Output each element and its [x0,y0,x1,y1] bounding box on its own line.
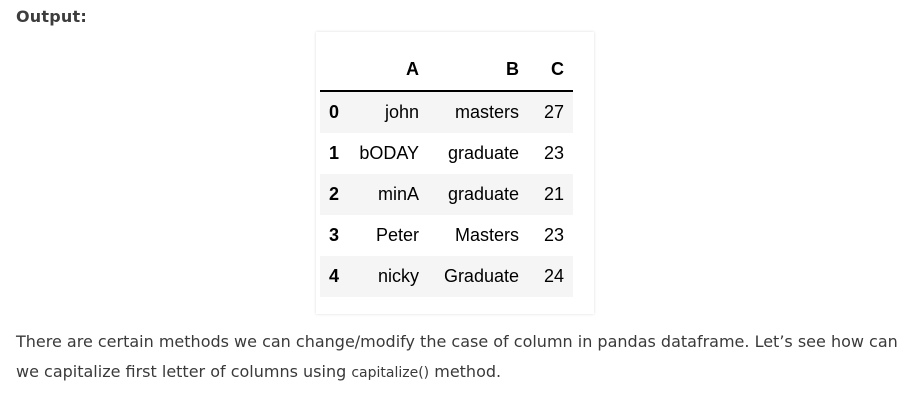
paragraph-text: method. [429,362,502,381]
paragraph-line: There are certain methods we can change/… [16,332,898,351]
row-index: 1 [329,143,340,163]
row-index: 2 [329,184,340,204]
cell-b: masters [454,102,519,122]
cell-b: graduate [447,143,519,163]
cell-c: 24 [543,266,564,286]
cell-b: Masters [454,225,519,245]
cell-c: 23 [543,225,564,245]
table-row: 1 bODAY graduate 23 [320,133,573,174]
dataframe-table: A B C 0 john masters 27 1 bODAY graduate… [320,48,573,297]
paragraph-line: we capitalize first letter of columns us… [16,357,906,388]
dataframe-output: A B C 0 john masters 27 1 bODAY graduate… [316,32,594,314]
table-header: A B C [320,48,573,92]
table-row: 2 minA graduate 21 [320,174,573,215]
header-a: A [350,48,428,92]
cell-b: Graduate [443,266,519,286]
cell-a: minA [377,184,419,204]
cell-c: 23 [543,143,564,163]
cell-b: graduate [447,184,519,204]
table-row: 0 john masters 27 [320,91,573,133]
row-index: 0 [329,102,340,122]
row-index: 3 [329,225,340,245]
header-b: B [428,48,528,92]
table-row: 3 Peter Masters 23 [320,215,573,256]
cell-a: Peter [375,225,419,245]
description-paragraph: There are certain methods we can change/… [16,327,906,388]
table-body: 0 john masters 27 1 bODAY graduate 23 2 … [320,91,573,297]
table-row: 4 nicky Graduate 24 [320,256,573,297]
row-index: 4 [329,266,340,286]
header-row: A B C [320,48,573,92]
cell-a: nicky [377,266,419,286]
paragraph-text: we capitalize first letter of columns us… [16,362,352,381]
header-index [320,48,350,92]
output-label: Output: [16,7,87,26]
header-c: C [528,48,573,92]
inline-code: capitalize() [351,365,430,381]
cell-a: bODAY [359,143,419,163]
cell-c: 27 [543,102,564,122]
cell-c: 21 [543,184,564,204]
cell-a: john [384,102,419,122]
